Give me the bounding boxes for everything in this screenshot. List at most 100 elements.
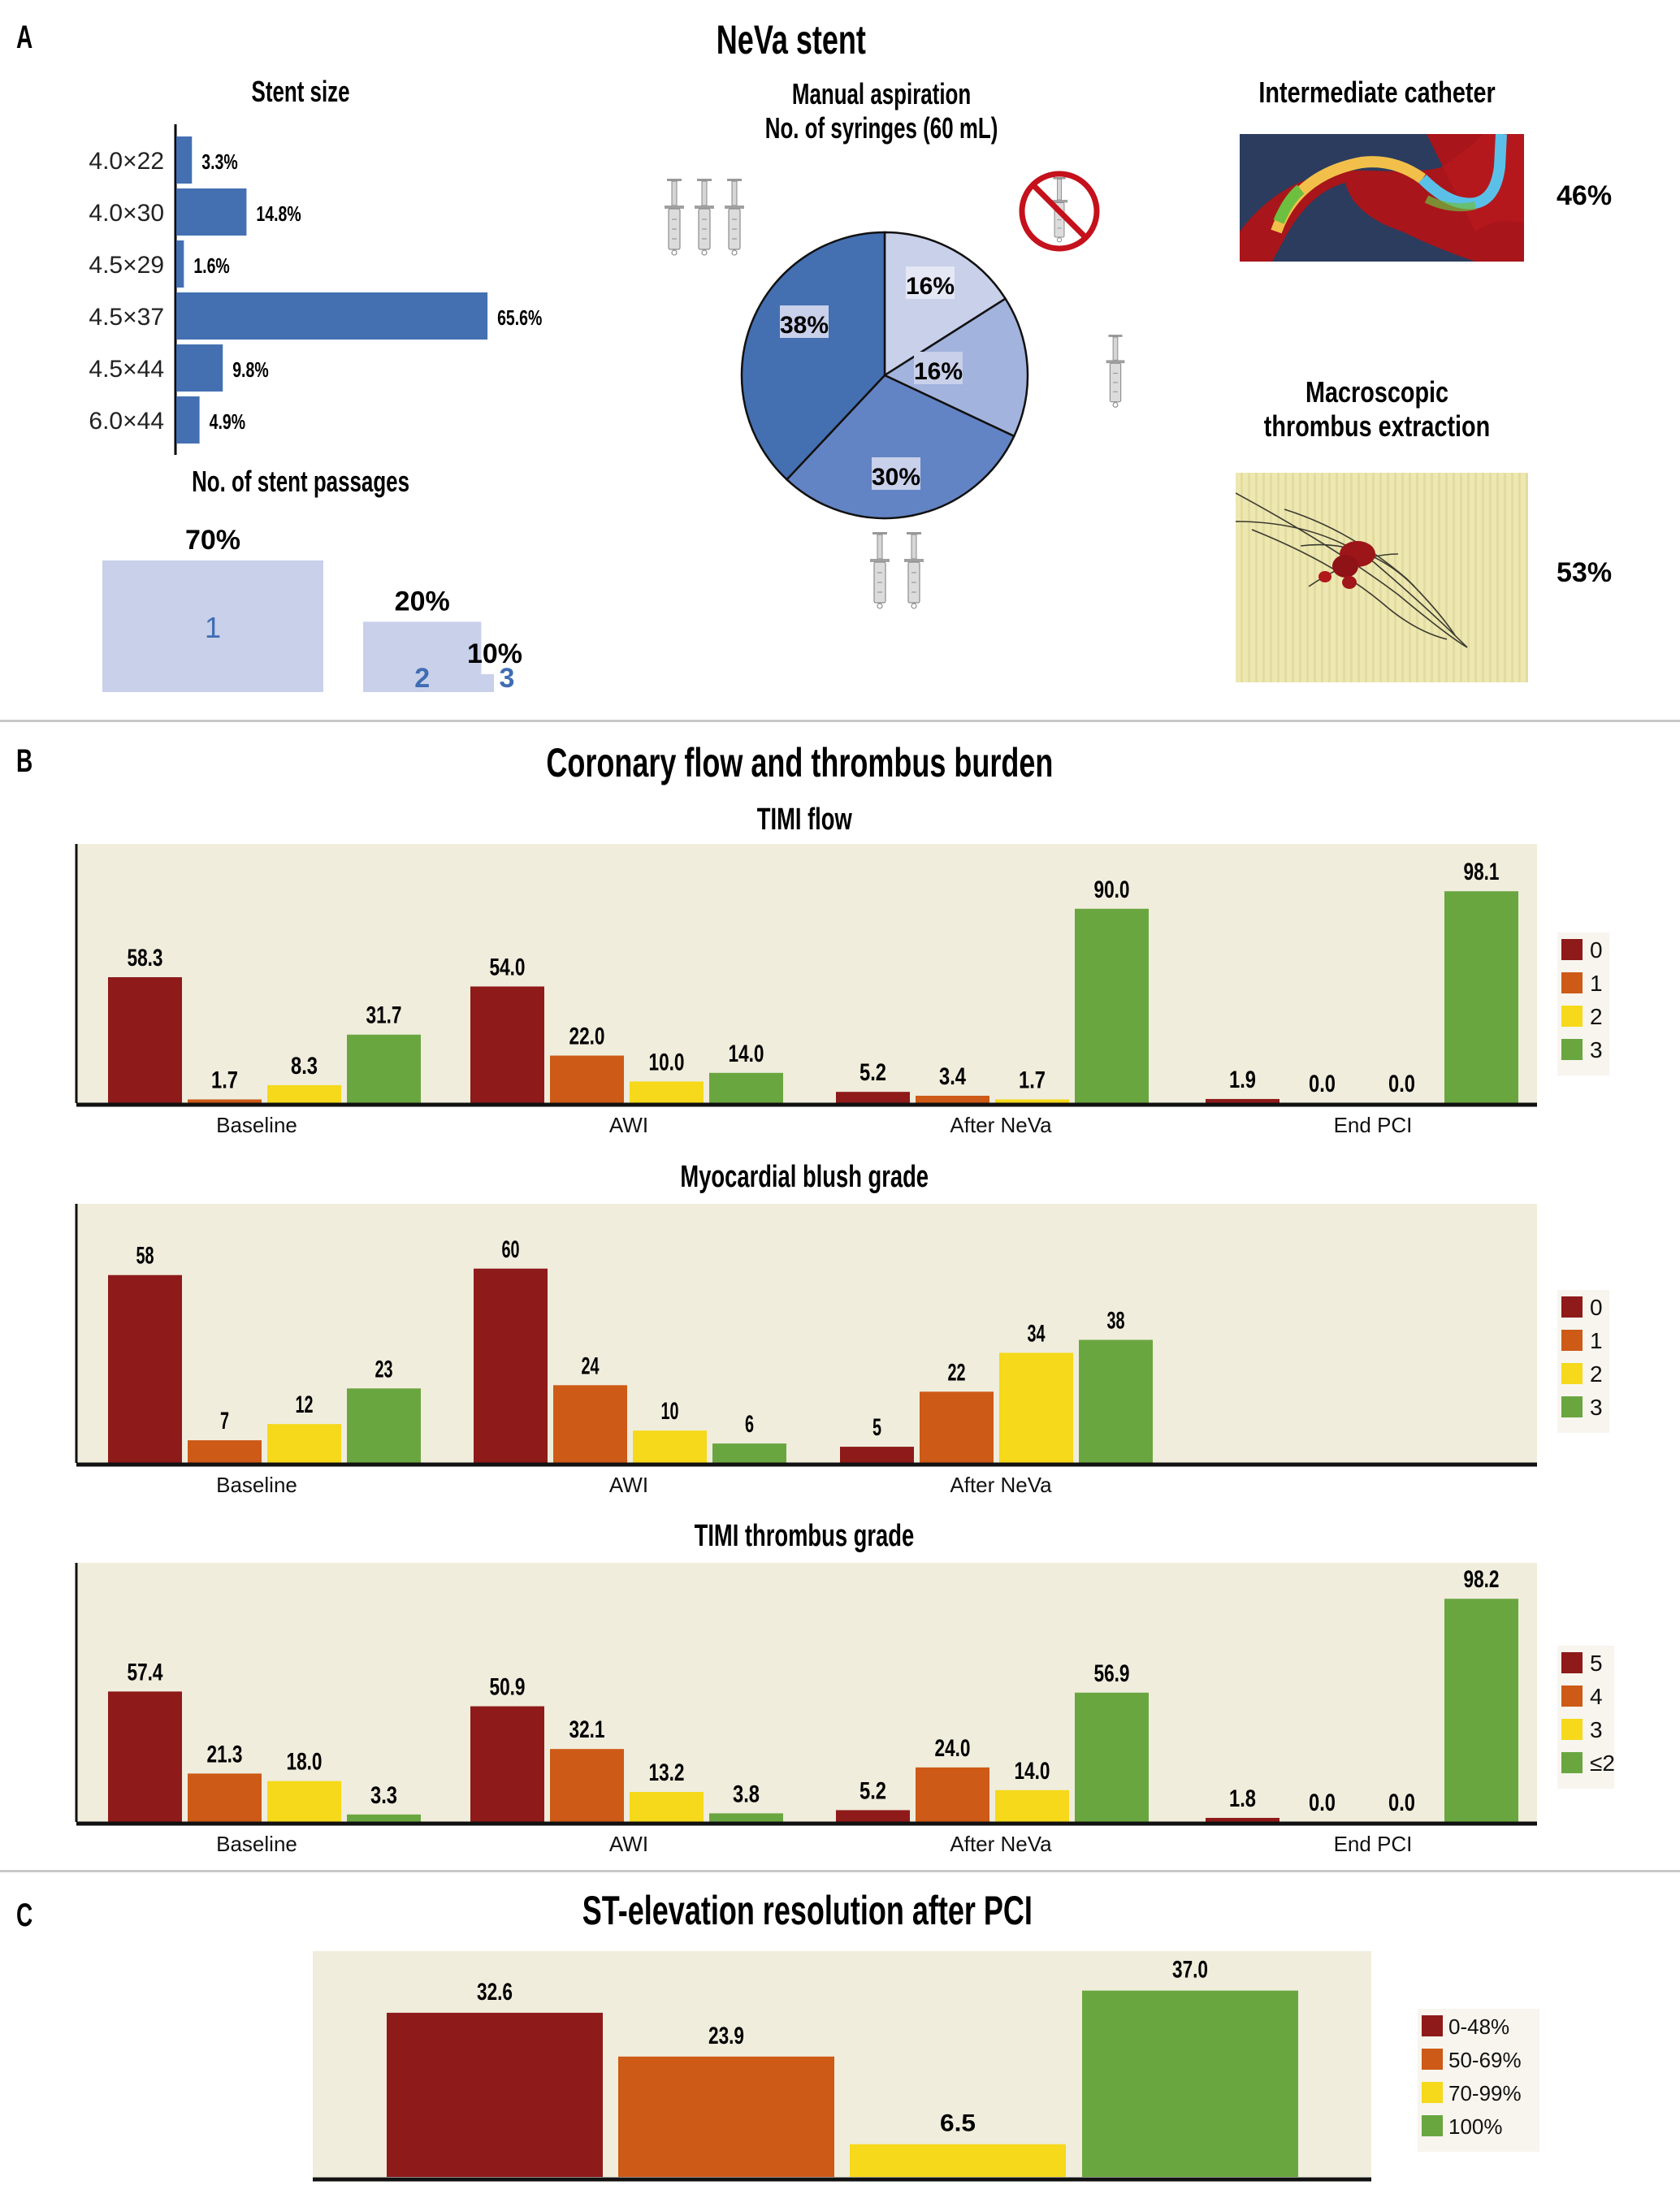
timi-thrombus-value-label: 18.0: [287, 1749, 323, 1776]
timi-thrombus-bar: [836, 1810, 910, 1822]
timi-flow-bar: [630, 1081, 704, 1103]
timi-flow-title: TIMI flow: [642, 803, 967, 837]
myocardial-blush-category-label: AWI: [609, 1473, 648, 1497]
timi-flow-legend-label: 1: [1590, 971, 1603, 996]
syringe-flange: [695, 206, 714, 209]
timi-thrombus-bar: [1444, 1599, 1518, 1822]
pie-label: 30%: [872, 464, 920, 491]
syringe-tip: [1112, 402, 1119, 408]
st-resolution-value-label: 37.0: [1172, 1957, 1208, 1984]
stent-size-label: 4.5×44: [89, 356, 164, 383]
myocardial-blush-title: Myocardial blush grade: [601, 1160, 1007, 1195]
panel-b-title: Coronary flow and thrombus burden: [434, 739, 1165, 786]
timi-flow-value-label: 14.0: [729, 1041, 764, 1067]
timi-thrombus-title: TIMI thrombus grade: [601, 1519, 1007, 1554]
myocardial-blush-value-label: 7: [220, 1408, 229, 1435]
syringe-icon: [1106, 335, 1125, 408]
syringe-flange: [870, 559, 890, 562]
timi-flow-legend-swatch: [1561, 1039, 1583, 1060]
panel-letter-a: A: [16, 19, 33, 55]
myocardial-blush-value-label: 22: [948, 1359, 966, 1386]
panel-c-title-text: ST-elevation resolution after PCI: [582, 1888, 1033, 1933]
extraction-percentage: 53%: [1557, 557, 1613, 588]
st-resolution-bar: [1082, 1990, 1298, 2177]
no-syringe-icon: [1019, 171, 1100, 252]
st-resolution-bar: [387, 2012, 603, 2177]
timi-thrombus-category-label: AWI: [609, 1832, 648, 1856]
thrombus-photo: [1236, 473, 1528, 682]
timi-thrombus-bar: [347, 1814, 421, 1822]
stent-size-label: 4.0×22: [89, 148, 164, 175]
timi-flow-value-label: 10.0: [649, 1049, 685, 1075]
timi-thrombus-legend-label: 3: [1590, 1717, 1603, 1742]
timi-flow-value-label: 0.0: [1388, 1071, 1415, 1097]
stent-passages-chart: 1 70% 2 20% 310%: [102, 525, 522, 694]
myocardial-blush-legend-label: 1: [1590, 1328, 1603, 1353]
myocardial-blush-value-label: 38: [1107, 1307, 1125, 1334]
extraction-title-line1: Macroscopic: [1305, 375, 1449, 409]
pie-label-bg: [914, 352, 963, 384]
myocardial-blush-bar: [1079, 1339, 1153, 1463]
stent-passage-number: 1: [205, 611, 221, 644]
myocardial-blush-category-label: Baseline: [216, 1473, 297, 1497]
timi-flow-value-label: 1.7: [211, 1067, 238, 1093]
timi-thrombus-value-label: 56.9: [1094, 1660, 1130, 1687]
myocardial-blush-plot-area: [76, 1204, 1537, 1463]
st-resolution-legend-label: 0-48%: [1448, 2014, 1509, 2039]
catheter-illustration-svg: [1240, 134, 1524, 262]
timi-thrombus-value-label: 3.3: [370, 1782, 397, 1809]
timi-flow-bar: [347, 1034, 421, 1103]
timi-thrombus-bar: [1075, 1692, 1149, 1822]
syringe-flange: [904, 559, 924, 562]
myocardial-blush-bar: [267, 1424, 341, 1463]
pie-label: 16%: [914, 358, 963, 385]
st-resolution-legend-swatch: [1422, 2115, 1443, 2136]
stent-size-bar: [176, 136, 193, 184]
syringe-tip: [877, 603, 883, 609]
timi-flow-chart: 58.3 54.0 5.2 1.9 1.7 22.0 3.4 0.0 8.3 10.0 1.7 0.0…: [75, 844, 1609, 1137]
panel-c-title: ST-elevation resolution after PCI: [474, 1887, 1141, 1934]
timi-thrombus-value-label: 0.0: [1309, 1789, 1336, 1816]
myocardial-blush-legend-label: 0: [1590, 1295, 1603, 1320]
timi-flow-bar: [1206, 1098, 1279, 1103]
timi-flow-value-label: 22.0: [569, 1023, 605, 1050]
timi-flow-bar: [470, 986, 544, 1103]
timi-thrombus-value-label: 24.0: [935, 1735, 971, 1762]
stent-passage-number: 2: [414, 663, 430, 694]
myocardial-blush-bar: [712, 1443, 786, 1463]
myocardial-blush-value-label: 12: [296, 1391, 314, 1418]
st-resolution-legend-swatch: [1422, 2082, 1443, 2103]
timi-flow-legend-label: 0: [1590, 937, 1603, 963]
myocardial-blush-legend-swatch: [1561, 1296, 1583, 1318]
timi-thrombus-legend-swatch: [1561, 1719, 1583, 1740]
no-syringe-slash: [1031, 183, 1088, 240]
myocardial-blush-value-label: 5: [872, 1414, 881, 1441]
section-divider-bc: [0, 1870, 1680, 1872]
stent-size-label: 4.5×29: [89, 252, 164, 279]
syringe-flange: [665, 206, 684, 209]
myocardial-blush-legend-swatch: [1561, 1363, 1583, 1384]
timi-thrombus-bar: [916, 1767, 989, 1822]
pie-label-bg: [780, 305, 829, 338]
myocardial-blush-bar: [840, 1447, 914, 1463]
st-resolution-value-label: 23.9: [708, 2023, 744, 2049]
section-divider-ab: [0, 720, 1680, 722]
panel-a-title-text: NeVa stent: [716, 17, 867, 63]
timi-thrombus-value-label: 14.0: [1015, 1758, 1050, 1785]
st-resolution-legend-label: 50-69%: [1448, 2048, 1522, 2072]
timi-flow-plot-area: [76, 844, 1537, 1103]
myocardial-blush-bar: [920, 1391, 994, 1463]
stent-size-value: 3.3%: [201, 149, 237, 173]
stent-passage-percentage: 70%: [185, 525, 240, 556]
timi-flow-bar: [550, 1055, 624, 1103]
timi-flow-bar: [188, 1099, 262, 1103]
timi-flow-value-label: 98.1: [1464, 859, 1500, 885]
stent-size-chart: 4.0×22 3.3% 4.0×30 14.8% 4.5×29 1.6% 4.5×37 65.…: [89, 124, 542, 455]
myocardial-blush-bar: [474, 1268, 548, 1463]
timi-thrombus-legend-label: 4: [1590, 1684, 1603, 1709]
stent-size-bar: [176, 292, 488, 340]
timi-flow-category-label: End PCI: [1334, 1113, 1413, 1137]
syringe-tip: [701, 249, 708, 256]
myocardial-blush-legend-swatch: [1561, 1330, 1583, 1351]
